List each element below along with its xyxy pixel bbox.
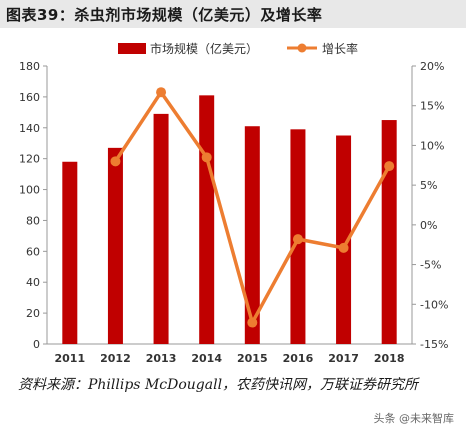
source-note: 资料来源：Phillips McDougall，农药快讯网，万联证券研究所 bbox=[18, 377, 419, 393]
legend-bar-swatch bbox=[118, 43, 146, 54]
right-tick-label: -15% bbox=[420, 338, 448, 351]
right-tick-label: 0% bbox=[420, 219, 437, 232]
growth-point-2016 bbox=[292, 234, 303, 245]
left-tick-label: 20 bbox=[26, 307, 40, 320]
bar-2012 bbox=[107, 147, 123, 344]
left-tick-label: 0 bbox=[33, 338, 40, 351]
x-tick-label: 2016 bbox=[283, 352, 314, 365]
growth-point-2015 bbox=[247, 317, 258, 328]
x-tick-label: 2018 bbox=[374, 352, 405, 365]
right-tick-label: 15% bbox=[420, 100, 444, 113]
right-tick-label: -5% bbox=[420, 259, 441, 272]
legend-bar-label: 市场规模（亿美元） bbox=[150, 41, 258, 56]
right-tick-label: -10% bbox=[420, 298, 448, 311]
title-bar: 图表39：杀虫剂市场规模（亿美元）及增长率 bbox=[0, 0, 466, 28]
left-tick-label: 40 bbox=[26, 276, 40, 289]
bar-2014 bbox=[199, 95, 215, 344]
legend-line-label: 增长率 bbox=[322, 41, 358, 56]
growth-point-2017 bbox=[338, 242, 349, 253]
left-tick-label: 100 bbox=[19, 184, 40, 197]
legend-line-marker bbox=[297, 43, 307, 53]
x-tick-label: 2011 bbox=[55, 352, 86, 365]
left-tick-label: 60 bbox=[26, 245, 40, 258]
combo-chart: 市场规模（亿美元） 增长率 0 20 40 60 80 100 120 140 160 180 -15%… bbox=[19, 41, 448, 365]
x-tick-label: 2013 bbox=[146, 352, 177, 365]
right-tick-label: 20% bbox=[420, 60, 444, 73]
left-tick-label: 180 bbox=[19, 60, 40, 73]
left-tick-label: 80 bbox=[26, 214, 40, 227]
chart-title: 图表39：杀虫剂市场规模（亿美元）及增长率 bbox=[6, 5, 323, 24]
left-tick-label: 140 bbox=[19, 122, 40, 135]
bar-2018 bbox=[381, 120, 397, 344]
bar-2017 bbox=[336, 135, 352, 344]
right-tick-label: 5% bbox=[420, 179, 437, 192]
bar-2011 bbox=[62, 161, 78, 344]
x-tick-label: 2015 bbox=[237, 352, 268, 365]
growth-point-2014 bbox=[201, 152, 212, 163]
bar-2015 bbox=[244, 126, 260, 344]
x-tick-label: 2017 bbox=[328, 352, 359, 365]
x-tick-label: 2014 bbox=[191, 352, 222, 365]
watermark: 头条 @未来智库 bbox=[369, 409, 458, 427]
growth-point-2018 bbox=[384, 161, 395, 172]
bar-2013 bbox=[153, 113, 169, 344]
growth-point-2012 bbox=[110, 156, 121, 167]
x-tick-label: 2012 bbox=[100, 352, 131, 365]
left-tick-label: 120 bbox=[19, 153, 40, 166]
growth-point-2013 bbox=[156, 87, 167, 98]
right-tick-label: 10% bbox=[420, 139, 444, 152]
left-tick-label: 160 bbox=[19, 91, 40, 104]
